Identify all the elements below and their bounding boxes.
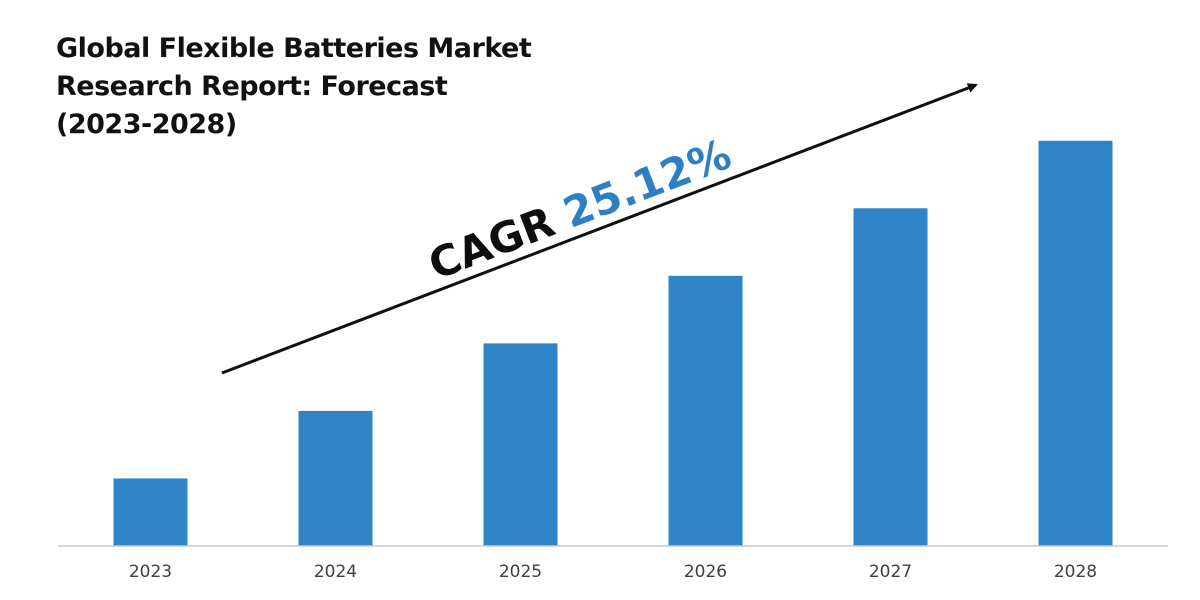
title-line-2: Research Report: Forecast bbox=[56, 71, 448, 102]
bar-2024 bbox=[298, 410, 373, 546]
growth-arrow bbox=[221, 83, 978, 375]
x-tick-2023: 2023 bbox=[129, 562, 172, 582]
bar-group bbox=[113, 140, 1113, 547]
x-tick-2024: 2024 bbox=[314, 562, 357, 582]
title-line-1: Global Flexible Batteries Market bbox=[56, 33, 532, 64]
cagr-value: 25.12% bbox=[557, 129, 738, 237]
bar-2028 bbox=[1038, 140, 1113, 547]
cagr-annotation: CAGR25.12% bbox=[422, 129, 737, 289]
x-tick-2026: 2026 bbox=[684, 562, 727, 582]
x-tick-labels: 2023 2024 2025 2026 2027 2028 bbox=[129, 562, 1097, 582]
cagr-label: CAGR bbox=[422, 197, 561, 289]
title-line-3: (2023-2028) bbox=[56, 109, 237, 140]
bar-2026 bbox=[668, 275, 743, 546]
bar-2023 bbox=[113, 478, 188, 546]
chart-title: Global Flexible Batteries Market Researc… bbox=[56, 30, 532, 144]
bar-2027 bbox=[853, 208, 928, 546]
x-tick-2027: 2027 bbox=[869, 562, 912, 582]
bar-2025 bbox=[483, 343, 558, 546]
x-tick-2028: 2028 bbox=[1054, 562, 1097, 582]
x-tick-2025: 2025 bbox=[499, 562, 542, 582]
